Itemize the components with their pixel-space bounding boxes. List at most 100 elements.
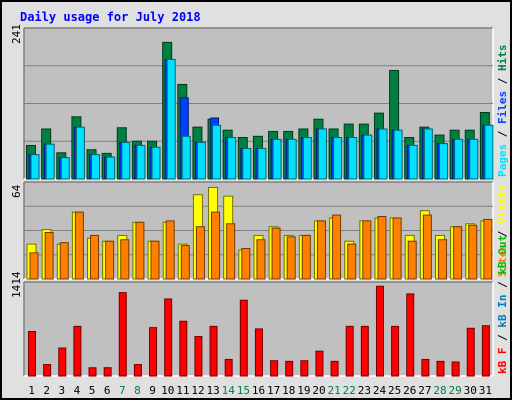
chart-panels: 241 Pages / Files / Hits 64 Sites / Visits1…	[10, 24, 509, 377]
legend-entry-kbin: kB In	[496, 295, 509, 328]
day-label-18: 18	[282, 384, 295, 397]
day-label-6: 6	[104, 384, 111, 397]
bar-pages-day-28	[438, 143, 448, 180]
bar-sites-day-5	[90, 234, 100, 280]
panel-hits-files-pages: 241 Pages / Files / Hits	[10, 24, 509, 180]
bar-pages-day-7	[121, 141, 131, 180]
bar-pages-day-1	[30, 154, 40, 180]
bar-pages-day-22	[348, 137, 358, 180]
bar-kbf-day-20	[315, 350, 324, 377]
day-label-17: 17	[267, 384, 280, 397]
bar-sites-day-28	[437, 239, 447, 280]
day-label-13: 13	[206, 384, 219, 397]
bar-pages-day-26	[408, 144, 418, 180]
bar-sites-day-20	[316, 220, 326, 280]
bar-sites-day-31	[483, 218, 493, 280]
bar-sites-day-1	[29, 252, 39, 280]
legend-entry-hits: Hits	[496, 45, 509, 72]
bar-kbf-day-25	[391, 325, 400, 377]
legend-entry-files: Files	[496, 91, 509, 124]
day-label-3: 3	[59, 384, 66, 397]
legend-entry-sep2: /	[496, 71, 509, 91]
bar-sites-day-18	[286, 236, 296, 280]
bar-kbf-day-30	[466, 327, 475, 377]
day-label-28: 28	[433, 384, 446, 397]
bar-pages-day-29	[454, 138, 464, 180]
bar-pages-day-4	[75, 126, 85, 180]
bar-kbf-day-23	[360, 325, 369, 377]
legend-entry-kbf: kB F	[496, 348, 509, 375]
bar-pages-day-13	[212, 124, 222, 180]
bar-sites-day-10	[165, 220, 175, 280]
bar-kbf-day-1	[28, 330, 36, 377]
day-label-5: 5	[89, 384, 96, 397]
bar-sites-day-25	[392, 217, 402, 280]
bar-sites-day-19	[301, 234, 311, 280]
bar-kbf-day-2	[43, 364, 52, 377]
bar-kbf-day-10	[164, 298, 173, 377]
panel-visits-sites: 64 Sites / Visits	[10, 181, 509, 280]
bar-sites-day-21	[332, 214, 342, 280]
bar-kbf-day-15	[239, 299, 248, 377]
bar-pages-day-11	[181, 135, 191, 180]
bar-kbf-day-22	[345, 325, 354, 377]
bar-sites-day-4	[74, 211, 84, 280]
bar-kbf-day-31	[481, 325, 490, 377]
bar-sites-day-2	[44, 232, 54, 280]
day-label-24: 24	[373, 384, 387, 397]
y-max-label: 241	[10, 24, 23, 44]
legend-entry-visits: Visits	[496, 184, 509, 224]
legend-visits-sites: Sites / Visits	[496, 184, 509, 277]
bar-pages-day-16	[257, 148, 267, 180]
bar-pages-day-23	[363, 134, 373, 180]
bar-pages-day-10	[166, 58, 176, 180]
bar-sites-day-24	[377, 216, 387, 280]
bar-pages-day-27	[423, 128, 433, 180]
bar-pages-day-24	[378, 128, 388, 180]
day-label-10: 10	[161, 384, 174, 397]
legend-entry-kbout: kB Out	[496, 235, 509, 275]
bar-sites-day-11	[180, 245, 190, 280]
bar-pages-day-30	[469, 138, 479, 180]
bar-sites-day-26	[407, 240, 417, 280]
y-max-label: 64	[10, 184, 23, 198]
day-label-8: 8	[134, 384, 141, 397]
bar-kbf-day-5	[88, 367, 97, 377]
day-label-11: 11	[176, 384, 189, 397]
bar-sites-day-30	[468, 224, 478, 280]
bar-sites-day-27	[422, 214, 432, 280]
day-label-12: 12	[191, 384, 204, 397]
bar-kbf-day-17	[270, 360, 279, 377]
day-label-25: 25	[388, 384, 401, 397]
bar-pages-day-19	[302, 137, 312, 180]
bar-pages-day-25	[393, 129, 403, 180]
bar-kbf-day-13	[209, 325, 218, 377]
bar-kbf-day-9	[149, 327, 158, 377]
legend-kbytes: kB F / kB In / kB Out	[496, 235, 509, 374]
bar-pages-day-17	[272, 138, 282, 180]
bar-kbf-day-12	[194, 336, 203, 377]
legend-entry-sep1: /	[496, 124, 509, 144]
bar-kbf-day-29	[451, 361, 460, 377]
bar-kbf-day-14	[224, 358, 233, 377]
day-label-21: 21	[328, 384, 341, 397]
bar-sites-day-8	[135, 221, 145, 280]
day-label-27: 27	[418, 384, 431, 397]
legend-entry-sep5: /	[496, 275, 509, 295]
day-label-31: 31	[479, 384, 492, 397]
legend-entry-sep3: /	[496, 224, 509, 244]
bar-kbf-day-8	[133, 364, 142, 377]
legend-entry-pages: Pages	[496, 144, 509, 177]
bar-kbf-day-28	[436, 360, 445, 377]
day-label-26: 26	[403, 384, 416, 397]
panel-kbytes: 1414 kB F / kB In / kB Out	[10, 235, 509, 377]
bar-sites-day-3	[59, 242, 69, 280]
bar-pages-day-5	[91, 154, 101, 180]
bar-kbf-day-3	[58, 347, 67, 377]
bar-pages-day-6	[106, 156, 116, 180]
bar-sites-day-16	[256, 239, 266, 280]
bar-kbf-day-4	[73, 325, 82, 377]
bar-sites-day-9	[150, 240, 160, 280]
bar-pages-day-14	[227, 137, 237, 180]
